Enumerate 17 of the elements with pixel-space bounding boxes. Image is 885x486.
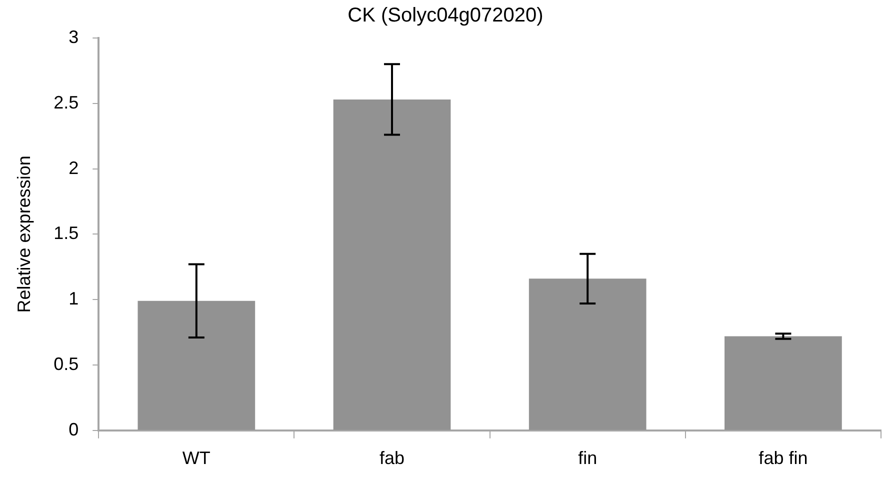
y-axis-title: Relative expression <box>14 156 34 313</box>
x-tick-label: fab <box>380 448 405 468</box>
bar <box>333 99 451 430</box>
y-tick-label: 1 <box>68 288 79 309</box>
bar <box>528 278 646 430</box>
bar <box>724 336 842 430</box>
x-tick-label: WT <box>182 448 210 468</box>
x-tick-label: fab fin <box>758 448 808 468</box>
chart-title: CK (Solyc04g072020) <box>348 4 544 27</box>
y-tick-label: 2 <box>68 158 79 178</box>
bar <box>138 300 256 430</box>
y-tick-label: 0 <box>68 419 79 440</box>
y-tick-label: 1.5 <box>54 223 79 244</box>
y-tick-label: 0.5 <box>54 354 79 374</box>
y-tick-label: 2.5 <box>54 92 79 112</box>
x-tick-label: fin <box>578 448 598 468</box>
y-tick-label: 3 <box>68 26 79 47</box>
